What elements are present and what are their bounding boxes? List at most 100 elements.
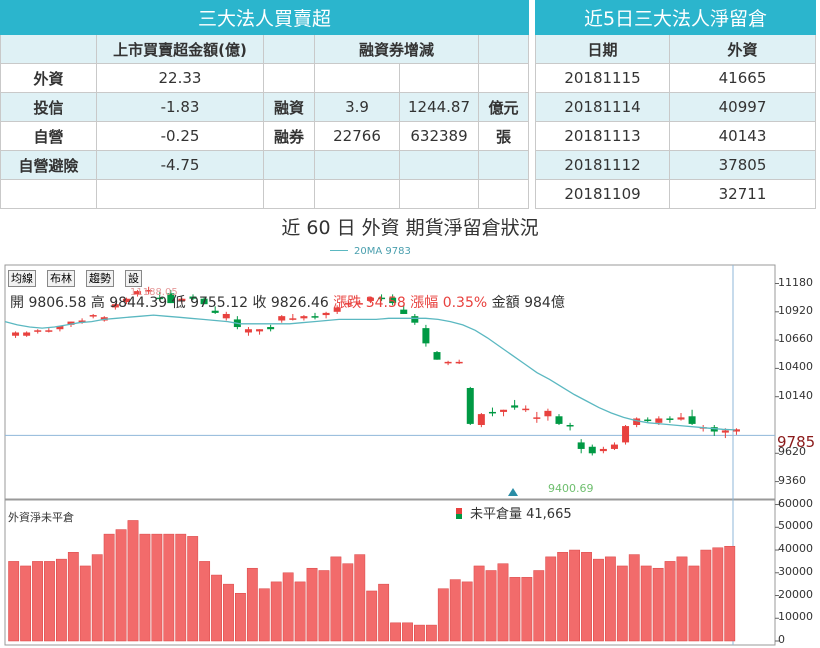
oi-bar: [55, 558, 67, 642]
candle-body: [267, 327, 275, 330]
candle-body: [455, 361, 463, 364]
candle-body: [256, 329, 264, 332]
candle-body: [400, 309, 408, 314]
volume-axis-label: 30000: [778, 564, 813, 578]
candle-body: [300, 316, 308, 319]
oi-bar: [187, 536, 199, 642]
candle-body: [655, 418, 663, 423]
oi-bar: [163, 533, 175, 642]
trend-button[interactable]: 趨勢: [86, 270, 114, 287]
cell-value: 37805: [669, 150, 816, 180]
ma-button[interactable]: 均線: [8, 270, 36, 287]
oi-bar: [91, 554, 103, 642]
oi-bar: [354, 554, 366, 642]
candle-body: [189, 296, 197, 299]
oi-bar: [473, 565, 485, 642]
right-table-row: 20181114 40997: [535, 92, 816, 122]
oi-bar: [437, 588, 449, 642]
oi-bar: [402, 622, 413, 642]
cell-value: 40997: [669, 92, 816, 122]
candle-body: [378, 297, 386, 300]
candle-body: [466, 387, 474, 424]
open-value: 9806.58: [28, 295, 87, 311]
low-value: 9755.12: [190, 295, 248, 311]
candle-body: [599, 448, 607, 452]
candle-body: [355, 303, 363, 305]
oi-bar: [569, 549, 581, 642]
candle-body: [122, 298, 130, 303]
cell-unit: 張: [477, 121, 530, 151]
candle-body: [322, 312, 330, 316]
candle-body: [344, 303, 352, 305]
margin-header: 融資券增減: [314, 34, 479, 64]
oi-bar: [616, 565, 628, 642]
candle-body: [522, 408, 530, 411]
candle-body: [588, 446, 596, 454]
oi-bar: [44, 561, 55, 642]
foreign-header: 外資: [669, 34, 816, 64]
candle-body: [178, 298, 186, 301]
candle-body: [544, 410, 552, 417]
settings-button[interactable]: 設: [125, 270, 142, 287]
oi-bar: [306, 567, 318, 642]
candle-body: [422, 328, 430, 344]
ma-line: [4, 314, 736, 431]
candle-body: [289, 318, 297, 320]
ma-legend-text: 20MA 9783: [354, 246, 411, 257]
oi-bar: [211, 574, 222, 642]
candle-body: [200, 298, 208, 305]
oi-bar: [223, 583, 234, 642]
oi-bar: [282, 572, 294, 642]
cell-label: [0, 179, 97, 209]
candle-body: [389, 297, 397, 304]
cell-mlabel: 融券: [263, 121, 315, 151]
candle-body: [511, 405, 519, 408]
left-table-row: 自營 -0.25 融券 22766 632389 張: [0, 121, 530, 151]
oi-bar: [79, 565, 91, 642]
oi-bar: [115, 529, 127, 642]
oi-bar: [557, 552, 569, 642]
oi-bar: [20, 565, 32, 642]
oi-bar: [32, 561, 43, 642]
oi-bar: [640, 565, 652, 642]
legend-swatch: [456, 508, 462, 519]
bollinger-button[interactable]: 布林: [47, 270, 75, 287]
oi-bar: [246, 567, 258, 642]
volume-axis-label: 10000: [778, 610, 813, 624]
cell-value: [96, 179, 264, 209]
oi-bar: [712, 547, 724, 642]
cell-mlabel: [263, 63, 315, 93]
cell-label: 自營: [0, 121, 97, 151]
futures-chart[interactable]: [0, 262, 820, 648]
oi-bar: [509, 577, 521, 642]
candle-body: [666, 418, 674, 420]
price-axis-label: 10400: [778, 360, 813, 374]
oi-bar: [270, 581, 282, 642]
oi-bar: [378, 583, 390, 642]
cell-mlabel: [263, 150, 315, 180]
sub-chart-title: 外資淨未平倉: [8, 511, 74, 524]
cell-label: 投信: [0, 92, 97, 122]
oi-bar: [545, 556, 557, 642]
cell-date: 20181112: [535, 150, 670, 180]
oi-bar: [390, 622, 401, 642]
oi-bar: [676, 556, 688, 642]
oi-bar: [664, 561, 676, 642]
volume-axis-label: 0: [778, 633, 785, 646]
oi-bar: [461, 581, 473, 642]
volume-axis-label: 20000: [778, 587, 813, 601]
oi-bar: [235, 592, 246, 642]
candle-body: [167, 293, 175, 304]
cell-value: 32711: [669, 179, 816, 209]
candle-body: [23, 332, 31, 336]
cell-balance: 1244.87: [399, 92, 479, 122]
amount-label: 金額: [491, 295, 520, 311]
low-label: 低: [171, 295, 186, 311]
high-value: 9844.39: [109, 295, 168, 311]
institutional-trading-table: 三大法人買賣超 上市買賣超金額(億) 融資券增減 外資 22.33 投信 -1.83 融…: [0, 0, 530, 209]
candle-body: [688, 416, 696, 424]
right-table-title: 近5日三大法人淨留倉: [535, 0, 816, 35]
candle-body: [366, 297, 374, 301]
cell-value: 41665: [669, 63, 816, 93]
candle-body: [732, 429, 740, 432]
